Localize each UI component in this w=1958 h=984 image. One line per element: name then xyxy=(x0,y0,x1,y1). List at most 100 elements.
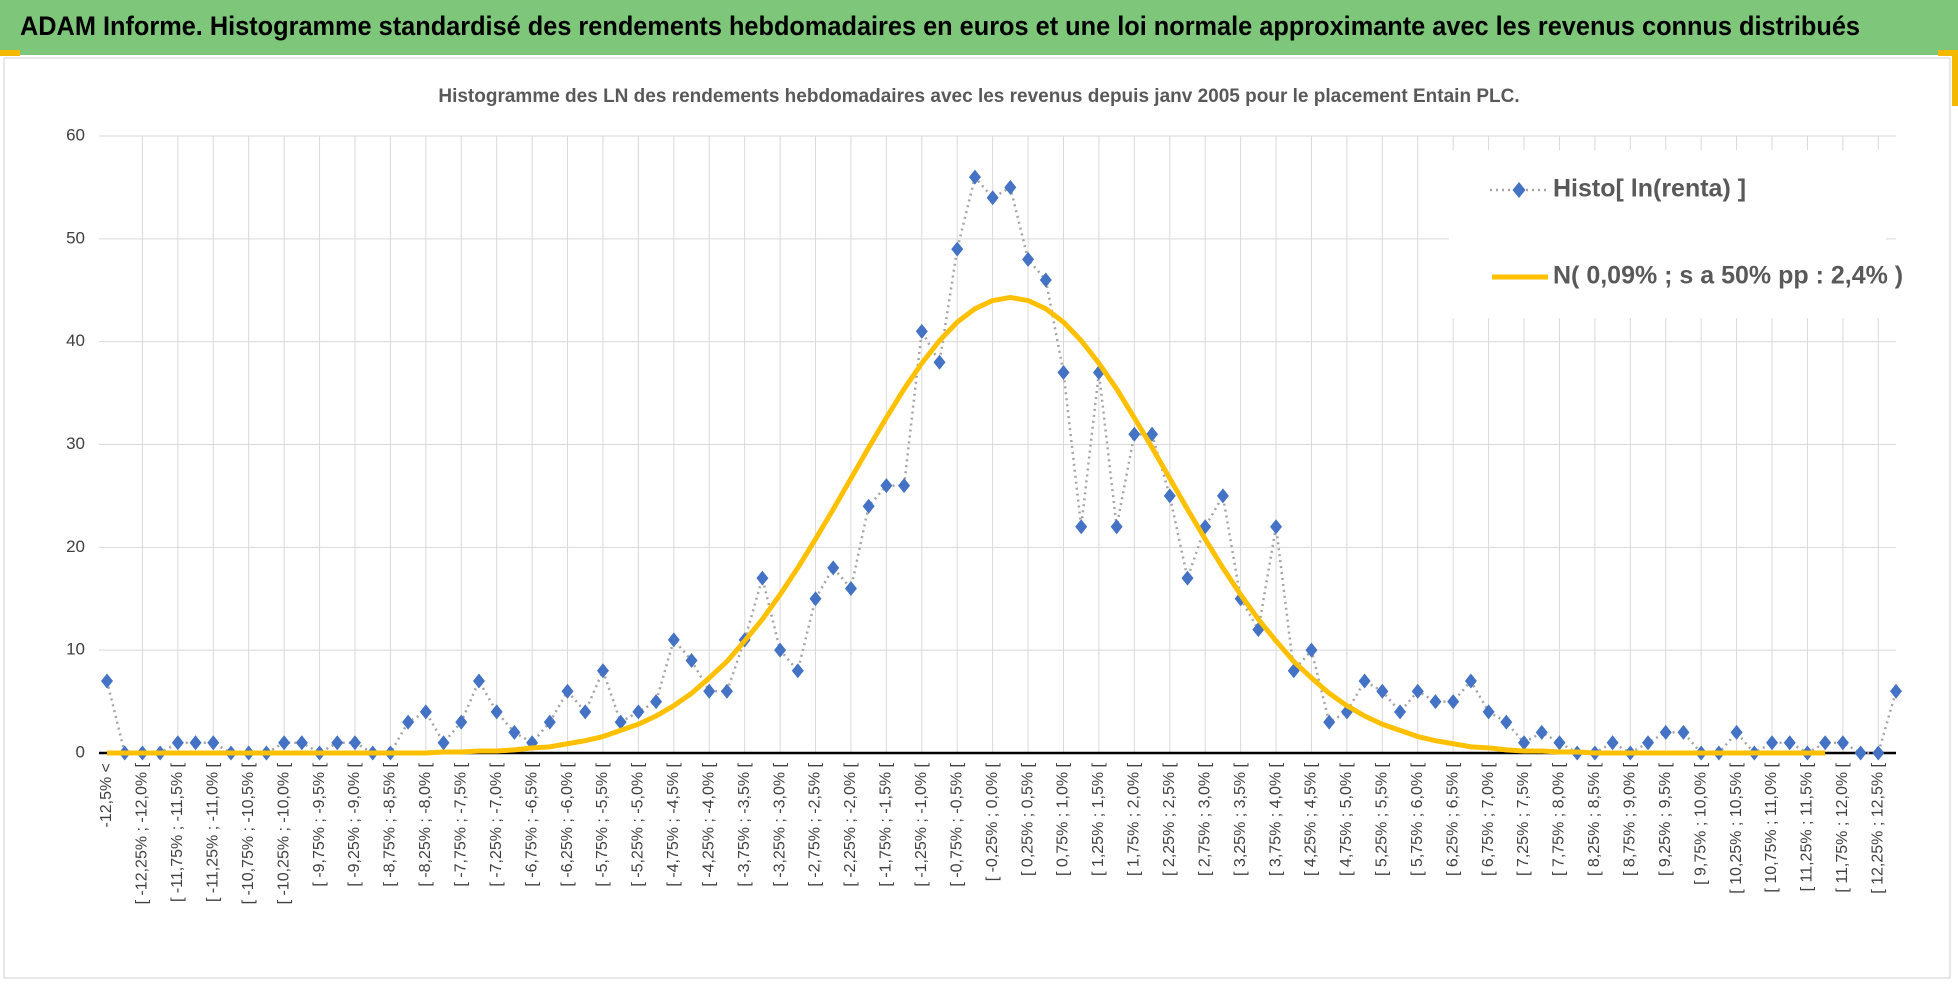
data-marker xyxy=(1854,745,1867,761)
x-tick-label: [ -0,75% ; -0,5% [ xyxy=(948,762,965,886)
x-tick-label: [ 12,25% ; 12,5% [ xyxy=(1870,762,1887,893)
data-marker xyxy=(1535,724,1548,740)
data-marker xyxy=(508,724,521,740)
data-marker xyxy=(1039,272,1052,288)
x-tick-label: [ -3,25% ; -3,0% [ xyxy=(771,762,788,886)
x-tick-label: [ -0,25% ; 0,0% [ xyxy=(984,762,1001,881)
data-marker xyxy=(1394,704,1407,720)
data-marker xyxy=(898,478,911,494)
data-marker xyxy=(827,560,840,576)
data-marker xyxy=(1464,673,1477,689)
data-marker xyxy=(1553,735,1566,751)
y-tick-label: 40 xyxy=(66,331,85,350)
data-marker xyxy=(933,354,946,370)
data-marker xyxy=(207,735,220,751)
x-tick-label: [ -1,75% ; -1,5% [ xyxy=(878,762,895,886)
data-marker xyxy=(1819,735,1832,751)
data-marker xyxy=(579,704,592,720)
x-tick-label: [ 0,75% ; 1,0% [ xyxy=(1055,762,1072,876)
data-marker xyxy=(844,580,857,596)
data-marker xyxy=(1447,694,1460,710)
x-tick-label: [ -12,25% ; -12,0% [ xyxy=(134,762,151,904)
data-marker xyxy=(1323,714,1336,730)
data-marker xyxy=(1482,704,1495,720)
data-marker xyxy=(880,478,893,494)
x-tick-label: [ -5,25% ; -5,0% [ xyxy=(630,762,647,886)
data-marker xyxy=(1872,745,1885,761)
y-tick-label: 0 xyxy=(76,742,85,761)
chart-title: Histogramme des LN des rendements hebdom… xyxy=(438,86,1519,107)
x-tick-label: [ 10,75% ; 11,0% [ xyxy=(1763,762,1780,892)
data-marker xyxy=(1075,519,1088,535)
x-tick-label: [ -5,75% ; -5,5% [ xyxy=(594,762,611,886)
x-tick-label: [ -9,25% ; -9,0% [ xyxy=(346,762,363,886)
data-marker xyxy=(1659,724,1672,740)
data-marker xyxy=(1270,519,1283,535)
x-tick-label: [ 7,25% ; 7,5% [ xyxy=(1515,762,1532,876)
corner-accent xyxy=(1952,56,1958,106)
data-marker xyxy=(809,591,822,607)
legend-box xyxy=(1449,150,1886,318)
data-marker xyxy=(1890,683,1902,699)
x-tick-label: [ -10,75% ; -10,5% [ xyxy=(240,762,257,904)
data-marker xyxy=(915,323,928,339)
data-marker xyxy=(1128,426,1141,442)
corner-accent xyxy=(1938,50,1958,56)
data-marker xyxy=(1677,724,1690,740)
data-marker xyxy=(720,683,733,699)
x-tick-label: [ -10,25% ; -10,0% [ xyxy=(275,762,292,904)
series-line xyxy=(107,294,1826,756)
data-marker xyxy=(348,735,361,751)
chart-frame xyxy=(3,57,1951,979)
data-marker xyxy=(1163,488,1176,504)
data-marker xyxy=(986,190,999,206)
x-tick-label: [ -6,25% ; -6,0% [ xyxy=(559,762,576,886)
x-tick-label: [ 11,75% ; 12,0% [ xyxy=(1834,762,1851,892)
data-marker xyxy=(295,735,308,751)
data-marker xyxy=(1358,673,1371,689)
x-tick-label: [ 4,75% ; 5,0% [ xyxy=(1338,762,1355,876)
x-tick-label: [ 5,25% ; 5,5% [ xyxy=(1374,762,1391,876)
data-marker xyxy=(614,714,627,730)
data-marker xyxy=(402,714,415,730)
data-marker xyxy=(1216,488,1229,504)
data-marker xyxy=(632,704,645,720)
data-marker xyxy=(791,663,804,679)
data-marker xyxy=(1500,714,1513,730)
legend-label: Histo[ ln(renta) ] xyxy=(1553,175,1746,203)
header-bar xyxy=(0,0,1958,55)
x-tick-label: [ 8,75% ; 9,0% [ xyxy=(1622,762,1639,876)
x-tick-label: [ -2,75% ; -2,5% [ xyxy=(807,762,824,886)
data-marker xyxy=(1022,251,1035,267)
data-marker xyxy=(1305,642,1318,658)
x-tick-label: [ -3,75% ; -3,5% [ xyxy=(736,762,753,886)
x-tick-label: [ -11,25% ; -11,0% [ xyxy=(204,762,221,902)
data-marker xyxy=(667,632,680,648)
data-marker xyxy=(543,714,556,730)
data-marker xyxy=(1110,519,1123,535)
data-marker xyxy=(1411,683,1424,699)
data-marker xyxy=(561,683,574,699)
x-tick-label: [ -6,75% ; -6,5% [ xyxy=(523,762,540,886)
data-marker xyxy=(703,683,716,699)
data-marker xyxy=(101,673,113,689)
legend-label: N( 0,09% ; s a 50% pp : 2,4% ) xyxy=(1553,262,1903,290)
x-tick-label: [ -7,25% ; -7,0% [ xyxy=(488,762,505,886)
x-tick-label: [ -7,75% ; -7,5% [ xyxy=(452,762,469,886)
x-tick-label: [ 6,75% ; 7,0% [ xyxy=(1480,762,1497,876)
x-tick-label: [ -4,25% ; -4,0% [ xyxy=(700,762,717,886)
data-marker xyxy=(596,663,609,679)
x-tick-label: [ 6,25% ; 6,5% [ xyxy=(1444,762,1461,876)
y-tick-label: 50 xyxy=(66,228,85,247)
x-tick-label: [ 11,25% ; 11,5% [ xyxy=(1799,762,1816,891)
x-tick-label: [ 5,75% ; 6,0% [ xyxy=(1409,762,1426,876)
page-title: ADAM Informe. Histogramme standardisé de… xyxy=(20,11,1860,41)
data-marker xyxy=(1429,694,1442,710)
data-marker xyxy=(862,498,875,514)
data-marker xyxy=(437,735,450,751)
x-tick-label: [ 9,25% ; 9,5% [ xyxy=(1657,762,1674,876)
data-marker xyxy=(278,735,291,751)
x-tick-label: -12,5% < xyxy=(98,763,115,827)
